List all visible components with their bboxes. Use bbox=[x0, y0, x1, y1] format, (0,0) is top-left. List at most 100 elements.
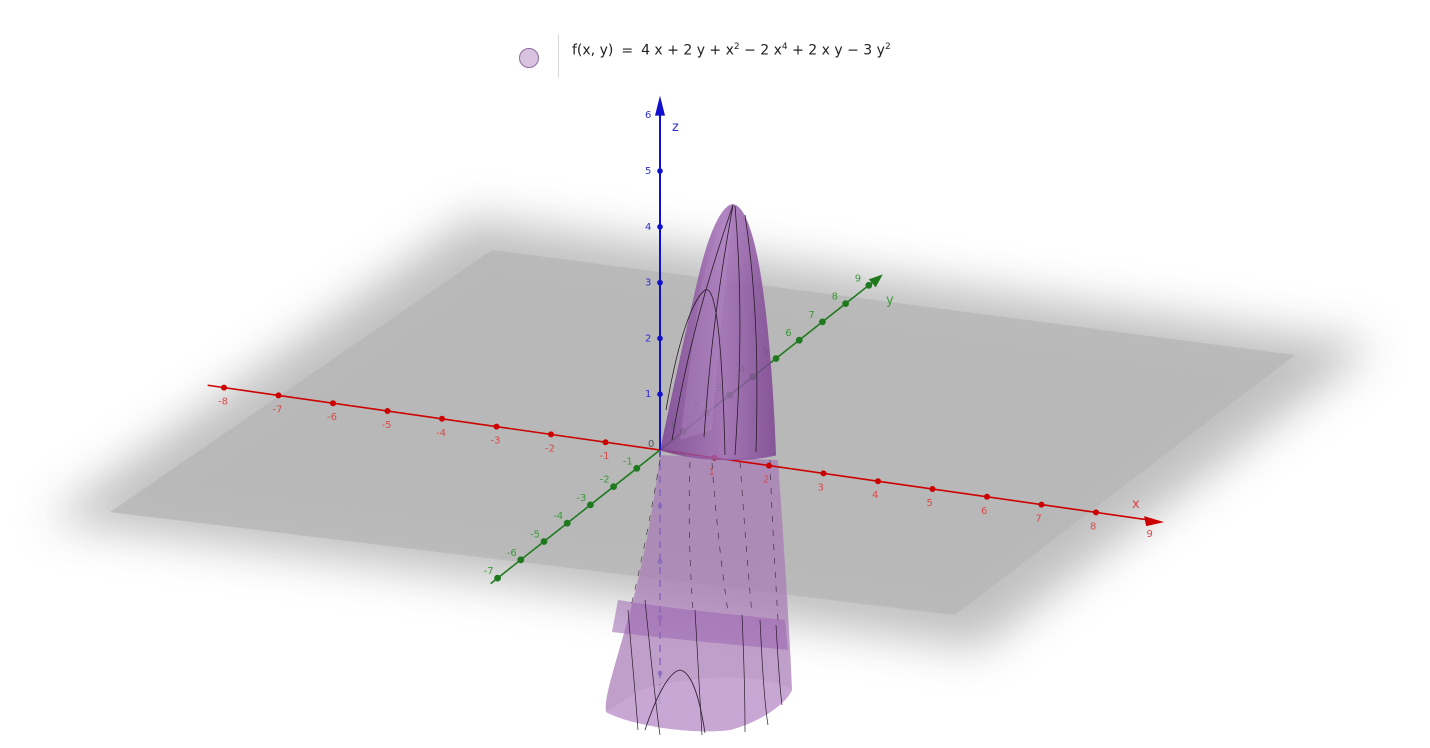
equals-sign: = bbox=[621, 42, 634, 59]
surface-hidden-meshlines bbox=[629, 459, 779, 621]
surface-lower bbox=[605, 455, 792, 732]
x-axis-tick bbox=[984, 493, 990, 500]
surface-meshline bbox=[775, 624, 783, 706]
surface-hidden-meshline bbox=[711, 462, 729, 613]
x-axis-tick bbox=[929, 486, 936, 492]
x-axis-tick-label: -5 bbox=[382, 420, 392, 431]
z-axis-label: z bbox=[672, 120, 679, 135]
z-axis-arrow-icon bbox=[655, 95, 665, 116]
y-axis-tick bbox=[772, 355, 780, 362]
x-axis-tick-label: -6 bbox=[327, 412, 337, 423]
algebra-legend: f(x, y) = 4 x + 2 y + x2 − 2 x4 + 2 x y − … bbox=[510, 34, 891, 78]
y-axis-tick-label: -6 bbox=[507, 548, 517, 559]
surface-meshlines-lower bbox=[627, 599, 783, 736]
z-axis-tick bbox=[657, 391, 663, 398]
function-definition[interactable]: f(x, y) = 4 x + 2 y + x2 − 2 x4 + 2 x y − … bbox=[572, 42, 891, 59]
y-axis-tick bbox=[795, 336, 803, 344]
y-axis-tick-label: -2 bbox=[600, 475, 610, 486]
visibility-toggle-icon[interactable] bbox=[519, 48, 539, 68]
y-axis-tick-label: -5 bbox=[530, 530, 540, 541]
formula-exponent: 2 bbox=[733, 42, 740, 52]
z-axis-tick-label: 2 bbox=[645, 333, 651, 344]
surface-lower-band bbox=[612, 600, 788, 650]
y-axis-tick bbox=[610, 483, 617, 490]
y-axis-tick bbox=[517, 556, 525, 564]
y-axis-tick-label: 7 bbox=[808, 310, 814, 321]
z-axis-tick bbox=[657, 224, 663, 230]
z-axis-tick-label: 3 bbox=[645, 278, 651, 289]
x-axis-arrow-icon bbox=[1144, 516, 1165, 527]
z-axis-tick-label: 4 bbox=[645, 222, 651, 233]
surface-hidden-meshline bbox=[688, 461, 694, 611]
x-axis-tick-label: 9 bbox=[1147, 529, 1153, 540]
axes-group: x -8 -7 -6 -5 -4 -3 -2 -1 1 2 3 4 5 6 7 8 9 y -7 -6 -5 -4 -3 -2 -… bbox=[207, 273, 1165, 585]
y-axis-tick-label: -3 bbox=[576, 493, 586, 504]
surface-meshline bbox=[665, 289, 726, 456]
surface-bottom-cap bbox=[606, 677, 792, 732]
formula-term: 4 x + 2 y + x bbox=[641, 42, 734, 59]
y-axis-tick bbox=[865, 281, 873, 289]
x-axis-tick-label: 8 bbox=[1090, 521, 1096, 532]
formula-exponent: 4 bbox=[781, 42, 788, 52]
y-axis-tick bbox=[842, 300, 849, 307]
x-axis-tick bbox=[820, 470, 827, 477]
surface-hidden-meshline bbox=[769, 459, 779, 621]
surface-hidden-meshline bbox=[739, 461, 753, 616]
x-axis-tick-label: -2 bbox=[545, 443, 555, 454]
x-axis-tick bbox=[1038, 501, 1045, 508]
x-axis-tick bbox=[330, 400, 336, 407]
z-axis-tick-label: 1 bbox=[645, 389, 651, 400]
formula-term: − 2 x bbox=[739, 42, 782, 59]
surface-meshline bbox=[627, 609, 639, 731]
x-axis-tick-label: -8 bbox=[218, 397, 228, 408]
surface-meshline bbox=[734, 205, 741, 456]
z-axis-tick bbox=[657, 279, 663, 286]
function-name: f(x, y) bbox=[572, 42, 614, 59]
y-axis-tick bbox=[563, 519, 571, 527]
y-axis-tick-label: 8 bbox=[832, 292, 838, 303]
surface-upper-light bbox=[680, 210, 733, 440]
x-axis-tick bbox=[439, 415, 445, 422]
y-axis-tick bbox=[494, 574, 501, 582]
x-axis-tick-label: 2 bbox=[763, 475, 769, 486]
surface-meshline bbox=[644, 599, 661, 736]
x-axis-tick-label: 6 bbox=[981, 506, 987, 517]
formula-exponent: 2 bbox=[884, 42, 891, 52]
x-axis-tick bbox=[1093, 509, 1099, 516]
surface-rim bbox=[659, 449, 777, 461]
y-axis-tick-label: -4 bbox=[553, 511, 563, 522]
x-axis-tick-label: 3 bbox=[818, 482, 824, 493]
surface-meshline bbox=[741, 614, 746, 733]
x-axis-tick bbox=[548, 431, 554, 438]
surface-meshline bbox=[703, 204, 734, 438]
y-axis-label: y bbox=[886, 293, 894, 308]
x-axis-tick-label: -3 bbox=[491, 436, 501, 447]
legend-divider bbox=[558, 34, 559, 78]
y-axis-tick-label: -7 bbox=[484, 566, 494, 577]
y-axis-arrow-icon bbox=[868, 274, 883, 288]
y-axis-tick-label: -1 bbox=[623, 456, 633, 467]
y-axis-tick bbox=[587, 501, 594, 509]
x-axis-tick bbox=[221, 384, 227, 391]
y-axis-tick bbox=[540, 538, 548, 545]
surface-meshline bbox=[671, 204, 734, 441]
x-axis-tick bbox=[766, 462, 772, 469]
x-axis-tick-label: -1 bbox=[600, 451, 610, 462]
y-axis-tick-label: 9 bbox=[855, 273, 861, 284]
z-axis-tick bbox=[657, 335, 663, 342]
x-axis-label: x bbox=[1132, 497, 1140, 512]
x-axis-tick bbox=[493, 423, 500, 430]
x-axis-tick bbox=[602, 439, 609, 446]
surface-meshlines-upper bbox=[665, 204, 758, 456]
x-axis-tick-label: 4 bbox=[872, 490, 878, 501]
surface-meshline bbox=[694, 609, 703, 736]
surface-bottom-inner-arc bbox=[644, 669, 706, 734]
x-axis-tick bbox=[384, 408, 391, 414]
z-axis-tick-label: 5 bbox=[645, 166, 651, 177]
surface-meshline bbox=[759, 619, 769, 726]
x-axis-tick-label: 7 bbox=[1036, 514, 1042, 525]
x-axis-tick-label: 5 bbox=[927, 498, 933, 509]
y-axis-tick-label: 6 bbox=[785, 328, 791, 339]
origin-label: 0 bbox=[648, 439, 654, 450]
